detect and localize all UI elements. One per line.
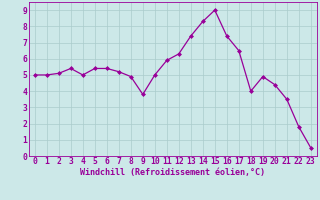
X-axis label: Windchill (Refroidissement éolien,°C): Windchill (Refroidissement éolien,°C)	[80, 168, 265, 177]
